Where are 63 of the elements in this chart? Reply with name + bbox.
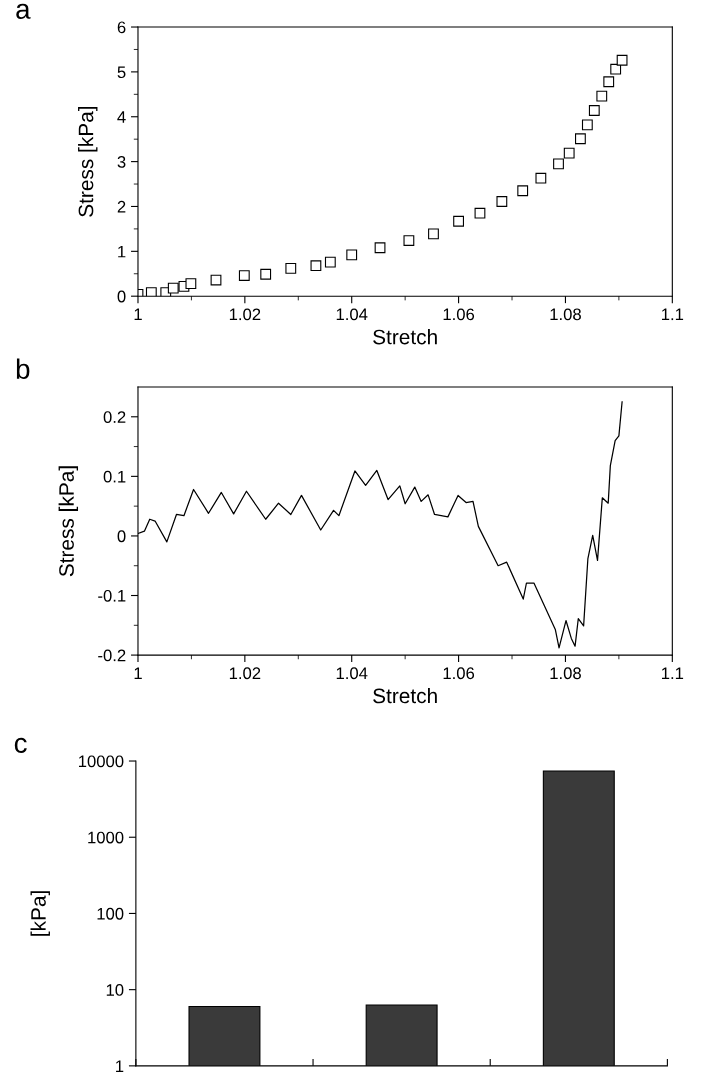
y-axis-title: Stress [kPa] (58, 466, 79, 577)
point (563, 147, 575, 159)
point (310, 260, 322, 272)
chart-title: a (16, 3, 31, 19)
x-tick-label: 1.06 (443, 308, 475, 321)
point (324, 256, 336, 268)
point (185, 278, 197, 290)
point (474, 207, 486, 219)
x-axis-title: Stretch (373, 329, 437, 345)
y-tick-label: 0 (117, 290, 126, 303)
point (238, 270, 250, 281)
x-tick-label: 1.04 (336, 667, 368, 680)
x-tick-label: 1.1 (662, 308, 684, 321)
point (496, 196, 508, 207)
point (553, 158, 564, 170)
point (374, 242, 386, 254)
point (574, 133, 586, 145)
y-axis-title: Stress [kPa] (78, 106, 98, 217)
y-tick-label: -0.1 (98, 589, 126, 602)
y-tick-label: 0.2 (103, 411, 126, 423)
y-tick-label: 10000 (79, 755, 124, 768)
y-tick-label: 0.1 (103, 470, 126, 483)
point (403, 235, 415, 246)
x-tick-label: 1.04 (336, 308, 368, 321)
x-tick-label: 1.08 (550, 308, 581, 321)
y-tick-label: 0 (117, 530, 126, 543)
point (581, 119, 593, 131)
x-tick-label: 1 (134, 308, 142, 321)
point (535, 172, 547, 184)
point (616, 54, 628, 66)
point (603, 76, 615, 88)
y-tick-label: 10 (106, 984, 124, 996)
point (285, 262, 297, 274)
chart-title: c (14, 737, 27, 753)
x-tick-label: 1.1 (662, 667, 684, 679)
y-tick-label: 6 (117, 21, 126, 34)
y-tick-label: 4 (117, 111, 126, 123)
x-axis-title: Stretch (373, 687, 437, 704)
y-tick-label: 2 (117, 200, 126, 213)
point (145, 287, 157, 297)
y-tick-label: 1 (116, 1060, 124, 1072)
point (588, 105, 600, 116)
y-tick-label: 1000 (88, 831, 124, 844)
x-tick-label: 1.02 (229, 667, 261, 680)
chart-title: b (16, 358, 30, 379)
point (610, 63, 622, 75)
x-tick-label: 1.06 (443, 667, 475, 680)
y-tick-label: 5 (117, 66, 126, 79)
point (517, 185, 529, 197)
point (428, 228, 439, 240)
x-tick-label: 1.08 (550, 667, 581, 680)
y-tick-label: 100 (97, 907, 124, 920)
point (260, 268, 272, 280)
y-tick-label: 1 (118, 245, 126, 258)
y-axis-title: [kPa] (30, 891, 50, 936)
point (167, 282, 179, 294)
point (596, 90, 608, 102)
x-tick-label: 1 (134, 667, 142, 679)
y-tick-label: -0.2 (98, 649, 126, 662)
point (453, 215, 465, 227)
y-tick-label: 3 (117, 156, 126, 168)
x-tick-label: 1.02 (229, 308, 261, 321)
point (346, 249, 358, 261)
